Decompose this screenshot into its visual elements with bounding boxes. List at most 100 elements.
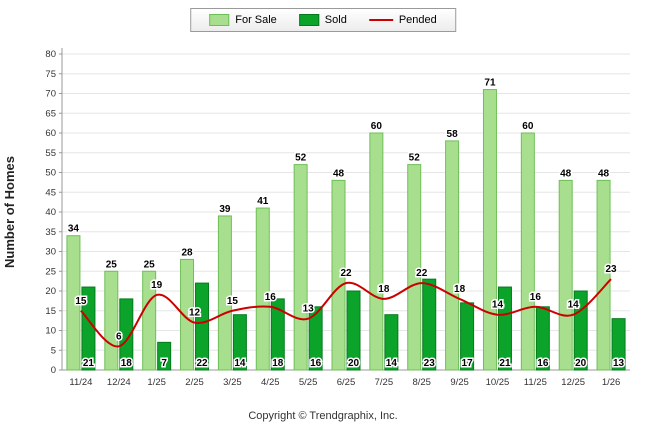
- y-tick-label: 0: [51, 365, 56, 376]
- y-tick-label: 60: [45, 128, 56, 139]
- bar-for-sale: [66, 235, 81, 371]
- x-tick-label: 1/26: [602, 377, 621, 388]
- pended-point-label: 18: [454, 284, 466, 295]
- bar-sold-label: 20: [575, 358, 587, 369]
- bar-sold-label: 14: [386, 358, 398, 369]
- x-tick-label: 5/25: [299, 377, 318, 388]
- bar-for-sale-label: 60: [371, 121, 383, 132]
- y-tick-label: 70: [45, 89, 56, 100]
- bar-sold: [573, 290, 588, 371]
- pended-point-label: 16: [530, 292, 542, 303]
- bar-sold-label: 13: [613, 358, 625, 369]
- bar-sold: [346, 290, 361, 371]
- y-tick-label: 30: [45, 247, 56, 258]
- y-tick-label: 25: [45, 266, 56, 277]
- bar-sold: [422, 278, 437, 371]
- pended-point-label: 12: [189, 308, 201, 319]
- x-tick-label: 8/25: [412, 377, 431, 388]
- sold-swatch-icon: [298, 14, 319, 26]
- bar-sold-label: 23: [424, 358, 436, 369]
- pended-point-label: 15: [75, 296, 87, 307]
- bar-sold-label: 21: [499, 358, 511, 369]
- y-tick-label: 40: [45, 207, 56, 218]
- bar-sold: [308, 306, 323, 371]
- x-tick-label: 12/24: [107, 377, 131, 388]
- y-tick-label: 20: [45, 286, 56, 297]
- for-sale-swatch-icon: [209, 14, 230, 26]
- bar-for-sale-label: 48: [560, 168, 572, 179]
- bar-for-sale-label: 28: [181, 247, 193, 258]
- bar-sold-label: 18: [272, 358, 284, 369]
- chart-canvas: Number of Homes 0 5 10 15 20 25 30 35 40 45 50 55 60…: [2, 48, 630, 388]
- bar-for-sale: [596, 179, 611, 371]
- pended-point-label: 22: [340, 268, 352, 279]
- x-tick-label: 10/25: [486, 377, 510, 388]
- bar-sold-label: 22: [196, 358, 208, 369]
- bar-for-sale-label: 41: [257, 196, 269, 207]
- pended-point-label: 23: [606, 264, 618, 275]
- legend: For Sale Sold Pended: [190, 8, 456, 32]
- bar-sold: [535, 306, 550, 371]
- legend-item-for-sale: For Sale: [209, 14, 277, 26]
- y-tick-label: 75: [45, 69, 56, 80]
- bar-for-sale: [104, 270, 119, 371]
- legend-label-pended: Pended: [398, 14, 437, 26]
- bar-sold-label: 18: [121, 358, 133, 369]
- pended-point-label: 13: [303, 304, 315, 315]
- pended-line-swatch-icon: [368, 19, 393, 21]
- bar-for-sale-label: 25: [144, 259, 156, 270]
- bar-for-sale: [255, 207, 270, 371]
- bar-for-sale: [482, 89, 497, 371]
- bar-for-sale: [180, 258, 195, 371]
- pended-line: [80, 278, 612, 348]
- x-tick-label: 6/25: [337, 377, 356, 388]
- bar-sold: [611, 318, 626, 371]
- y-tick-label: 10: [45, 326, 56, 337]
- bar-for-sale-label: 48: [333, 168, 345, 179]
- bar-sold-label: 7: [161, 358, 167, 369]
- bar-for-sale: [217, 215, 232, 371]
- bar-for-sale: [407, 164, 422, 371]
- pended-point-label: 15: [227, 296, 239, 307]
- bar-for-sale-label: 52: [295, 153, 307, 164]
- pended-point-label: 14: [568, 300, 580, 311]
- x-tick-label: 9/25: [450, 377, 469, 388]
- bar-for-sale-label: 39: [219, 204, 231, 215]
- bar-sold-label: 16: [310, 358, 322, 369]
- bar-for-sale: [331, 179, 346, 371]
- bar-sold-label: 17: [462, 358, 474, 369]
- bar-for-sale-label: 71: [484, 78, 496, 89]
- y-tick-label: 5: [51, 345, 56, 356]
- bar-for-sale: [293, 164, 308, 371]
- bar-sold: [232, 314, 247, 371]
- bar-for-sale-label: 25: [106, 259, 118, 270]
- y-tick-label: 45: [45, 187, 56, 198]
- x-tick-label: 4/25: [261, 377, 280, 388]
- legend-item-sold: Sold: [298, 14, 347, 26]
- legend-label-for-sale: For Sale: [235, 14, 277, 26]
- x-tick-label: 11/25: [524, 377, 547, 388]
- x-tick-label: 3/25: [223, 377, 242, 388]
- bar-sold: [384, 314, 399, 371]
- bar-for-sale-label: 52: [409, 153, 421, 164]
- x-tick-label: 1/25: [147, 377, 166, 388]
- copyright-text: Copyright © Trendgraphix, Inc.: [248, 410, 398, 422]
- pended-point-label: 18: [378, 284, 390, 295]
- pended-point-label: 6: [116, 331, 122, 342]
- legend-item-pended: Pended: [368, 14, 437, 26]
- bar-sold: [195, 282, 210, 371]
- legend-label-sold: Sold: [324, 14, 347, 26]
- bar-for-sale: [558, 179, 573, 371]
- bar-for-sale: [445, 140, 460, 371]
- y-axis-title: Number of Homes: [2, 156, 17, 268]
- x-tick-label: 12/25: [561, 377, 585, 388]
- bar-for-sale: [369, 132, 384, 371]
- y-tick-label: 80: [45, 49, 56, 60]
- bar-for-sale: [142, 270, 157, 371]
- pended-point-label: 19: [151, 280, 163, 291]
- x-tick-label: 7/25: [375, 377, 394, 388]
- y-tick-label: 55: [45, 148, 56, 159]
- bar-for-sale-label: 48: [598, 168, 610, 179]
- bar-for-sale: [520, 132, 535, 371]
